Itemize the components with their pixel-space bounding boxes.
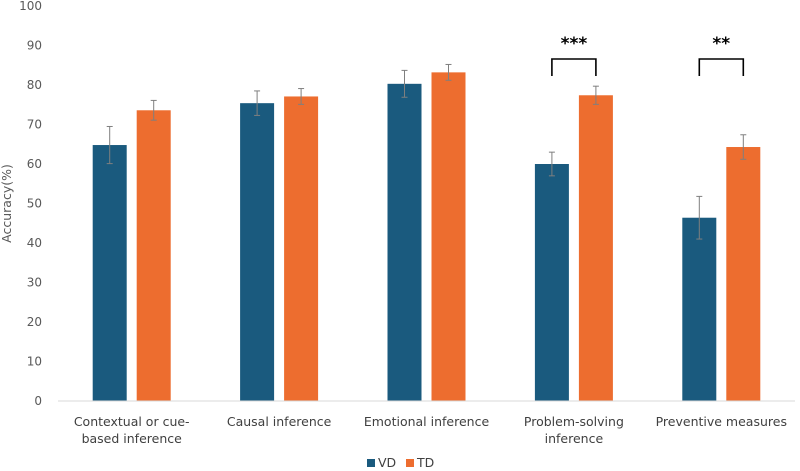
bar-vd xyxy=(240,103,275,402)
bar-td xyxy=(284,96,319,401)
significance-label: *** xyxy=(561,34,588,54)
bar-vd xyxy=(534,164,569,401)
legend-swatch-td xyxy=(406,459,414,467)
y-tick-label: 30 xyxy=(27,276,42,290)
y-tick-label: 20 xyxy=(27,315,42,329)
significance-annotations: *** ** xyxy=(551,34,745,76)
bar-vd xyxy=(682,217,717,401)
x-category-label: inference xyxy=(545,431,604,446)
y-tick-label: 40 xyxy=(27,236,42,250)
legend: VD TD xyxy=(367,455,434,470)
bar-vd xyxy=(387,83,422,401)
legend-label-td: TD xyxy=(416,455,434,470)
y-tick-label: 90 xyxy=(27,39,42,53)
y-tick-label: 100 xyxy=(19,0,42,13)
legend-swatch-vd xyxy=(367,459,375,467)
legend-label-vd: VD xyxy=(378,455,396,470)
x-category-label: Emotional inference xyxy=(364,414,490,429)
x-category-label: Causal inference xyxy=(227,414,332,429)
significance-bracket xyxy=(551,58,597,76)
x-axis: Contextual or cue-based inference Causal … xyxy=(58,400,795,446)
significance-label: ** xyxy=(712,34,730,54)
x-category-label: Preventive measures xyxy=(656,414,787,429)
significance-bracket xyxy=(698,58,745,76)
bar-td xyxy=(431,72,466,402)
y-tick-label: 0 xyxy=(34,394,42,408)
y-tick-label: 80 xyxy=(27,78,42,92)
y-axis-label: Accuracy(%) xyxy=(0,164,14,243)
y-tick-label: 50 xyxy=(27,197,42,211)
bars-layer xyxy=(92,63,761,402)
x-category-label: based inference xyxy=(82,431,183,446)
x-category-label: Problem-solving xyxy=(524,414,624,429)
y-tick-label: 60 xyxy=(27,157,42,171)
x-category-label: Contextual or cue- xyxy=(74,414,190,429)
y-tick-label: 10 xyxy=(27,355,42,369)
bar-td xyxy=(726,147,761,401)
bar-td xyxy=(136,110,171,401)
bar-vd xyxy=(92,145,127,401)
y-tick-label: 70 xyxy=(27,118,42,132)
y-axis: 0 10 20 30 40 50 60 70 80 90 100 xyxy=(19,0,42,408)
bar-td xyxy=(578,95,613,402)
